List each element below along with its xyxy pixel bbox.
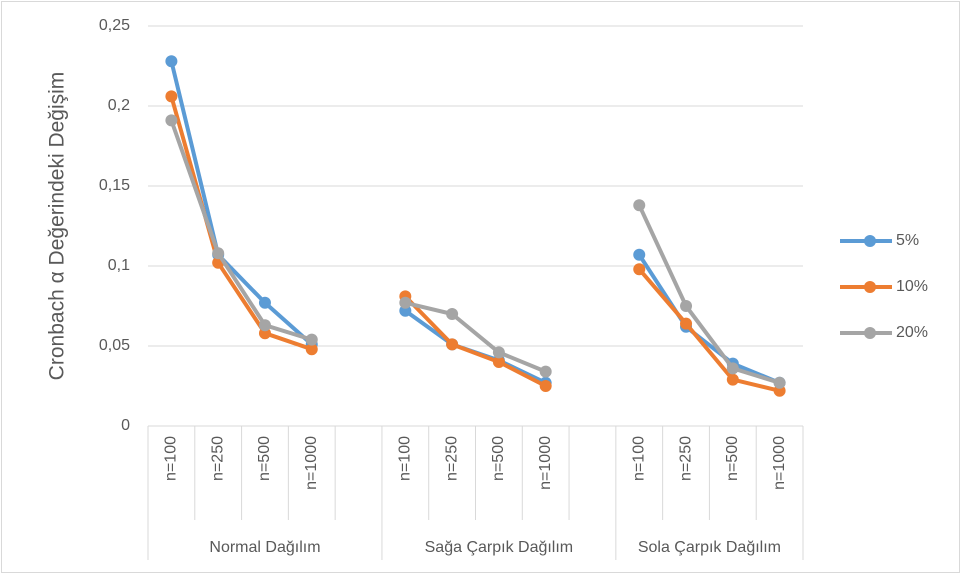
legend-label: 20%: [896, 324, 928, 341]
data-point: [539, 365, 552, 378]
group-label: Sağa Çarpık Dağılım: [425, 539, 574, 556]
legend-label: 10%: [896, 278, 928, 295]
x-tick-label: n=1000: [303, 436, 320, 490]
y-tick-label: 0,2: [108, 97, 130, 114]
data-point: [633, 263, 646, 276]
series-line: [169, 95, 781, 393]
legend-marker: [864, 235, 876, 247]
data-point: [680, 300, 693, 312]
y-tick-label: 0,15: [99, 177, 130, 194]
y-tick-label: 0,1: [108, 257, 130, 274]
data-point: [305, 333, 318, 346]
data-point: [680, 317, 693, 330]
x-tick-label: n=500: [724, 436, 741, 481]
group-label: Sola Çarpık Dağılım: [638, 539, 781, 556]
y-axis-title: Cronbach α Değerindeki Değişim: [46, 72, 69, 381]
data-point: [492, 346, 505, 359]
data-point: [399, 296, 412, 309]
data-point: [165, 114, 178, 127]
legend-label: 5%: [896, 232, 919, 249]
y-tick-label: 0: [121, 417, 130, 434]
legend-marker: [864, 281, 876, 293]
data-point: [258, 296, 271, 309]
legend-marker: [864, 327, 876, 339]
data-point: [633, 248, 646, 261]
x-tick-label: n=100: [630, 436, 647, 481]
x-tick-label: n=250: [443, 436, 460, 481]
x-tick-label: n=250: [677, 436, 694, 481]
y-tick-label: 0,05: [99, 337, 130, 354]
data-point: [773, 376, 786, 389]
x-tick-label: n=250: [209, 436, 226, 481]
x-tick-label: n=1000: [537, 436, 554, 490]
data-point: [165, 55, 178, 68]
x-tick-label: n=100: [397, 436, 414, 481]
series-line: [169, 119, 781, 385]
group-label: Normal Dağılım: [209, 539, 320, 556]
x-tick-label: n=500: [256, 436, 273, 481]
y-tick-label: 0,25: [99, 17, 130, 34]
x-tick-label: n=500: [490, 436, 507, 481]
data-point: [258, 319, 271, 332]
data-point: [305, 343, 318, 356]
data-point: [539, 380, 552, 392]
data-point: [165, 90, 178, 103]
x-tick-label: n=1000: [771, 436, 788, 490]
data-point: [633, 199, 646, 212]
data-point: [446, 338, 459, 351]
data-point: [492, 356, 505, 368]
data-point: [446, 308, 459, 320]
data-point: [212, 247, 225, 260]
x-tick-label: n=100: [163, 436, 180, 481]
data-point: [726, 362, 739, 375]
data-point: [726, 373, 739, 386]
